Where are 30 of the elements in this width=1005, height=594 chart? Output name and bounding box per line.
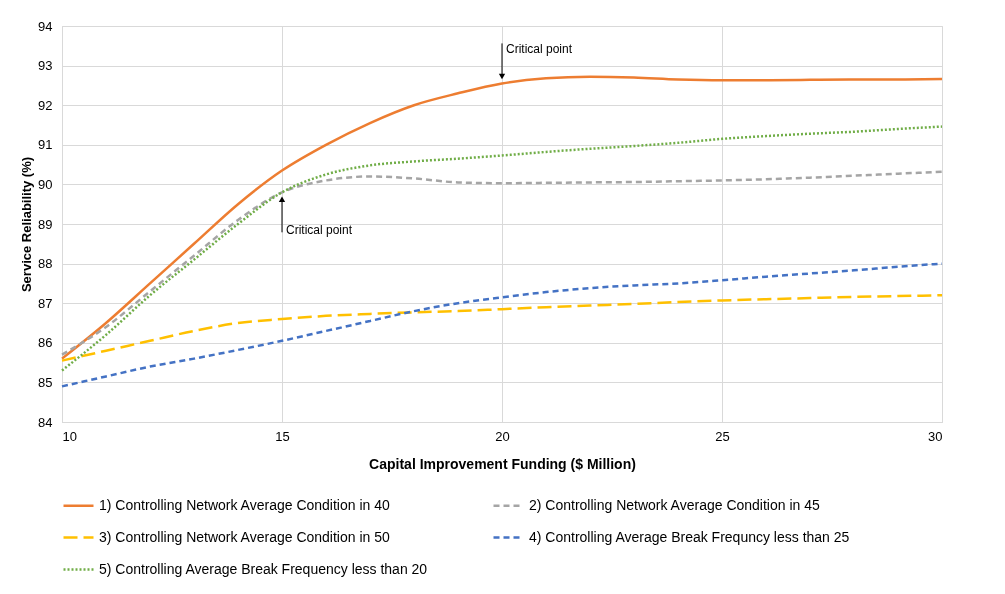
y-tick-label: 88 — [38, 256, 53, 272]
y-tick-label: 93 — [38, 58, 53, 74]
y-tick-label: 94 — [38, 18, 53, 34]
line-series — [60, 294, 944, 362]
annotation: Critical point — [286, 223, 353, 238]
y-tick-label: 89 — [38, 216, 53, 232]
x-tick-label: 25 — [715, 428, 730, 444]
annotation: Critical point — [506, 42, 573, 57]
line-series — [60, 75, 944, 360]
x-tick-label: 20 — [495, 428, 510, 444]
legend-label: 5) Controlling Average Break Frequency less than 20 — [99, 560, 428, 577]
line-series — [60, 125, 944, 372]
y-tick-label: 86 — [38, 335, 53, 351]
x-tick-label: 10 — [62, 428, 77, 444]
x-axis-title: Capital Improvement Funding ($ Million) — [369, 455, 636, 472]
x-tick-label: 15 — [275, 428, 290, 444]
line-series — [60, 262, 944, 388]
x-tick-label: 30 — [928, 428, 943, 444]
legend-label: 3) Controlling Network Average Condition in 50 — [99, 528, 391, 545]
y-tick-label: 91 — [38, 137, 53, 153]
legend-label: 4) Controlling Average Break Frequncy less than 25 — [529, 528, 850, 545]
y-axis-title: Service Reliability (%) — [19, 156, 35, 293]
y-tick-label: 92 — [38, 97, 53, 113]
legend-label: 1) Controlling Network Average Condition in 40 — [99, 496, 391, 513]
y-tick-label: 90 — [38, 176, 53, 192]
y-tick-label: 84 — [38, 414, 53, 430]
y-tick-label: 85 — [38, 374, 53, 390]
y-tick-label: 87 — [38, 295, 53, 311]
legend-label: 2) Controlling Network Average Condition in 45 — [529, 496, 821, 513]
line-series — [60, 170, 944, 356]
